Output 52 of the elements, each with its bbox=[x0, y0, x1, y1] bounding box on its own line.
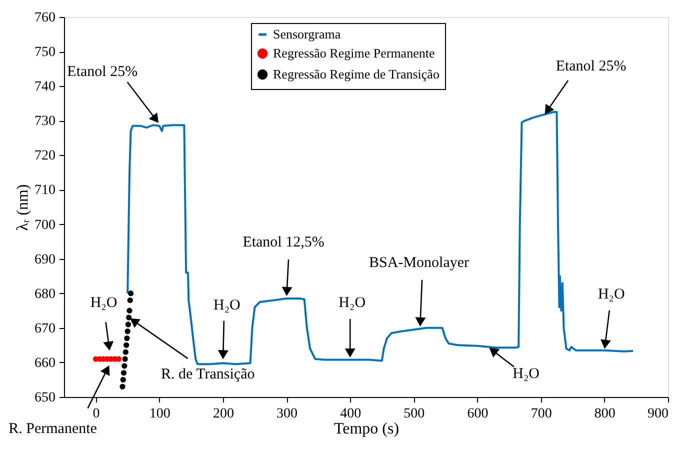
annotation: R. Permanente bbox=[8, 421, 98, 438]
legend-label: Sensorgrama bbox=[273, 26, 341, 42]
x-tick-label: 700 bbox=[530, 406, 552, 422]
point bbox=[120, 370, 127, 376]
x-tick-label: 200 bbox=[212, 406, 234, 422]
y-tick-label: 680 bbox=[34, 286, 56, 302]
point bbox=[124, 328, 130, 334]
point bbox=[124, 335, 130, 342]
y-tick-label: 710 bbox=[34, 183, 56, 198]
x-tick-label: 500 bbox=[404, 406, 425, 422]
x-tick-label: 800 bbox=[594, 406, 616, 422]
x-tick-label: 300 bbox=[276, 406, 298, 422]
x-tick-label: 0 bbox=[92, 406, 100, 422]
annotation: Etanol 25% bbox=[67, 64, 138, 80]
point bbox=[128, 290, 134, 296]
point bbox=[125, 322, 132, 328]
annotation: H₂O bbox=[512, 366, 540, 382]
x-axis-title: Tempo (s) bbox=[334, 420, 400, 438]
annotation: Etanol 12,5% bbox=[242, 234, 324, 251]
x-tick-label: 900 bbox=[648, 406, 668, 422]
x-tick-label: 600 bbox=[467, 406, 488, 422]
y-tick-label: 740 bbox=[34, 80, 56, 95]
point bbox=[123, 342, 130, 348]
point bbox=[122, 356, 128, 362]
annotation: H₂O bbox=[90, 295, 118, 312]
y-tick-label: 750 bbox=[34, 45, 56, 60]
annotation: Etanol 25% bbox=[556, 58, 626, 74]
y-axis-title: λᵣ (nm) bbox=[14, 184, 32, 231]
point bbox=[127, 297, 133, 304]
legend-label: Regressão Regime de Transição bbox=[273, 66, 440, 82]
y-tick-label: 730 bbox=[34, 114, 56, 130]
annotation: H₂O bbox=[338, 295, 366, 311]
point bbox=[122, 363, 128, 369]
point bbox=[126, 308, 132, 314]
x-tick-label: 400 bbox=[340, 406, 362, 422]
legend-label: Regressão Regime Permanente bbox=[273, 46, 435, 60]
y-tick-label: 760 bbox=[34, 10, 56, 26]
point bbox=[122, 349, 128, 355]
y-tick-label: 690 bbox=[34, 252, 56, 268]
point bbox=[120, 384, 126, 390]
annotation: BSA-Monolayer bbox=[369, 254, 470, 271]
annotation: R. de Transição bbox=[160, 366, 255, 383]
y-tick-label: 650 bbox=[34, 390, 56, 406]
y-tick-label: 720 bbox=[34, 148, 56, 164]
y-tick-label: 660 bbox=[34, 356, 56, 371]
annotation: H₂O bbox=[598, 286, 626, 302]
x-tick-label: 100 bbox=[149, 406, 170, 422]
point bbox=[126, 314, 132, 320]
y-tick-label: 700 bbox=[34, 218, 56, 233]
annotation: H₂O bbox=[213, 298, 241, 314]
point bbox=[120, 376, 126, 383]
y-tick-label: 670 bbox=[34, 321, 56, 336]
